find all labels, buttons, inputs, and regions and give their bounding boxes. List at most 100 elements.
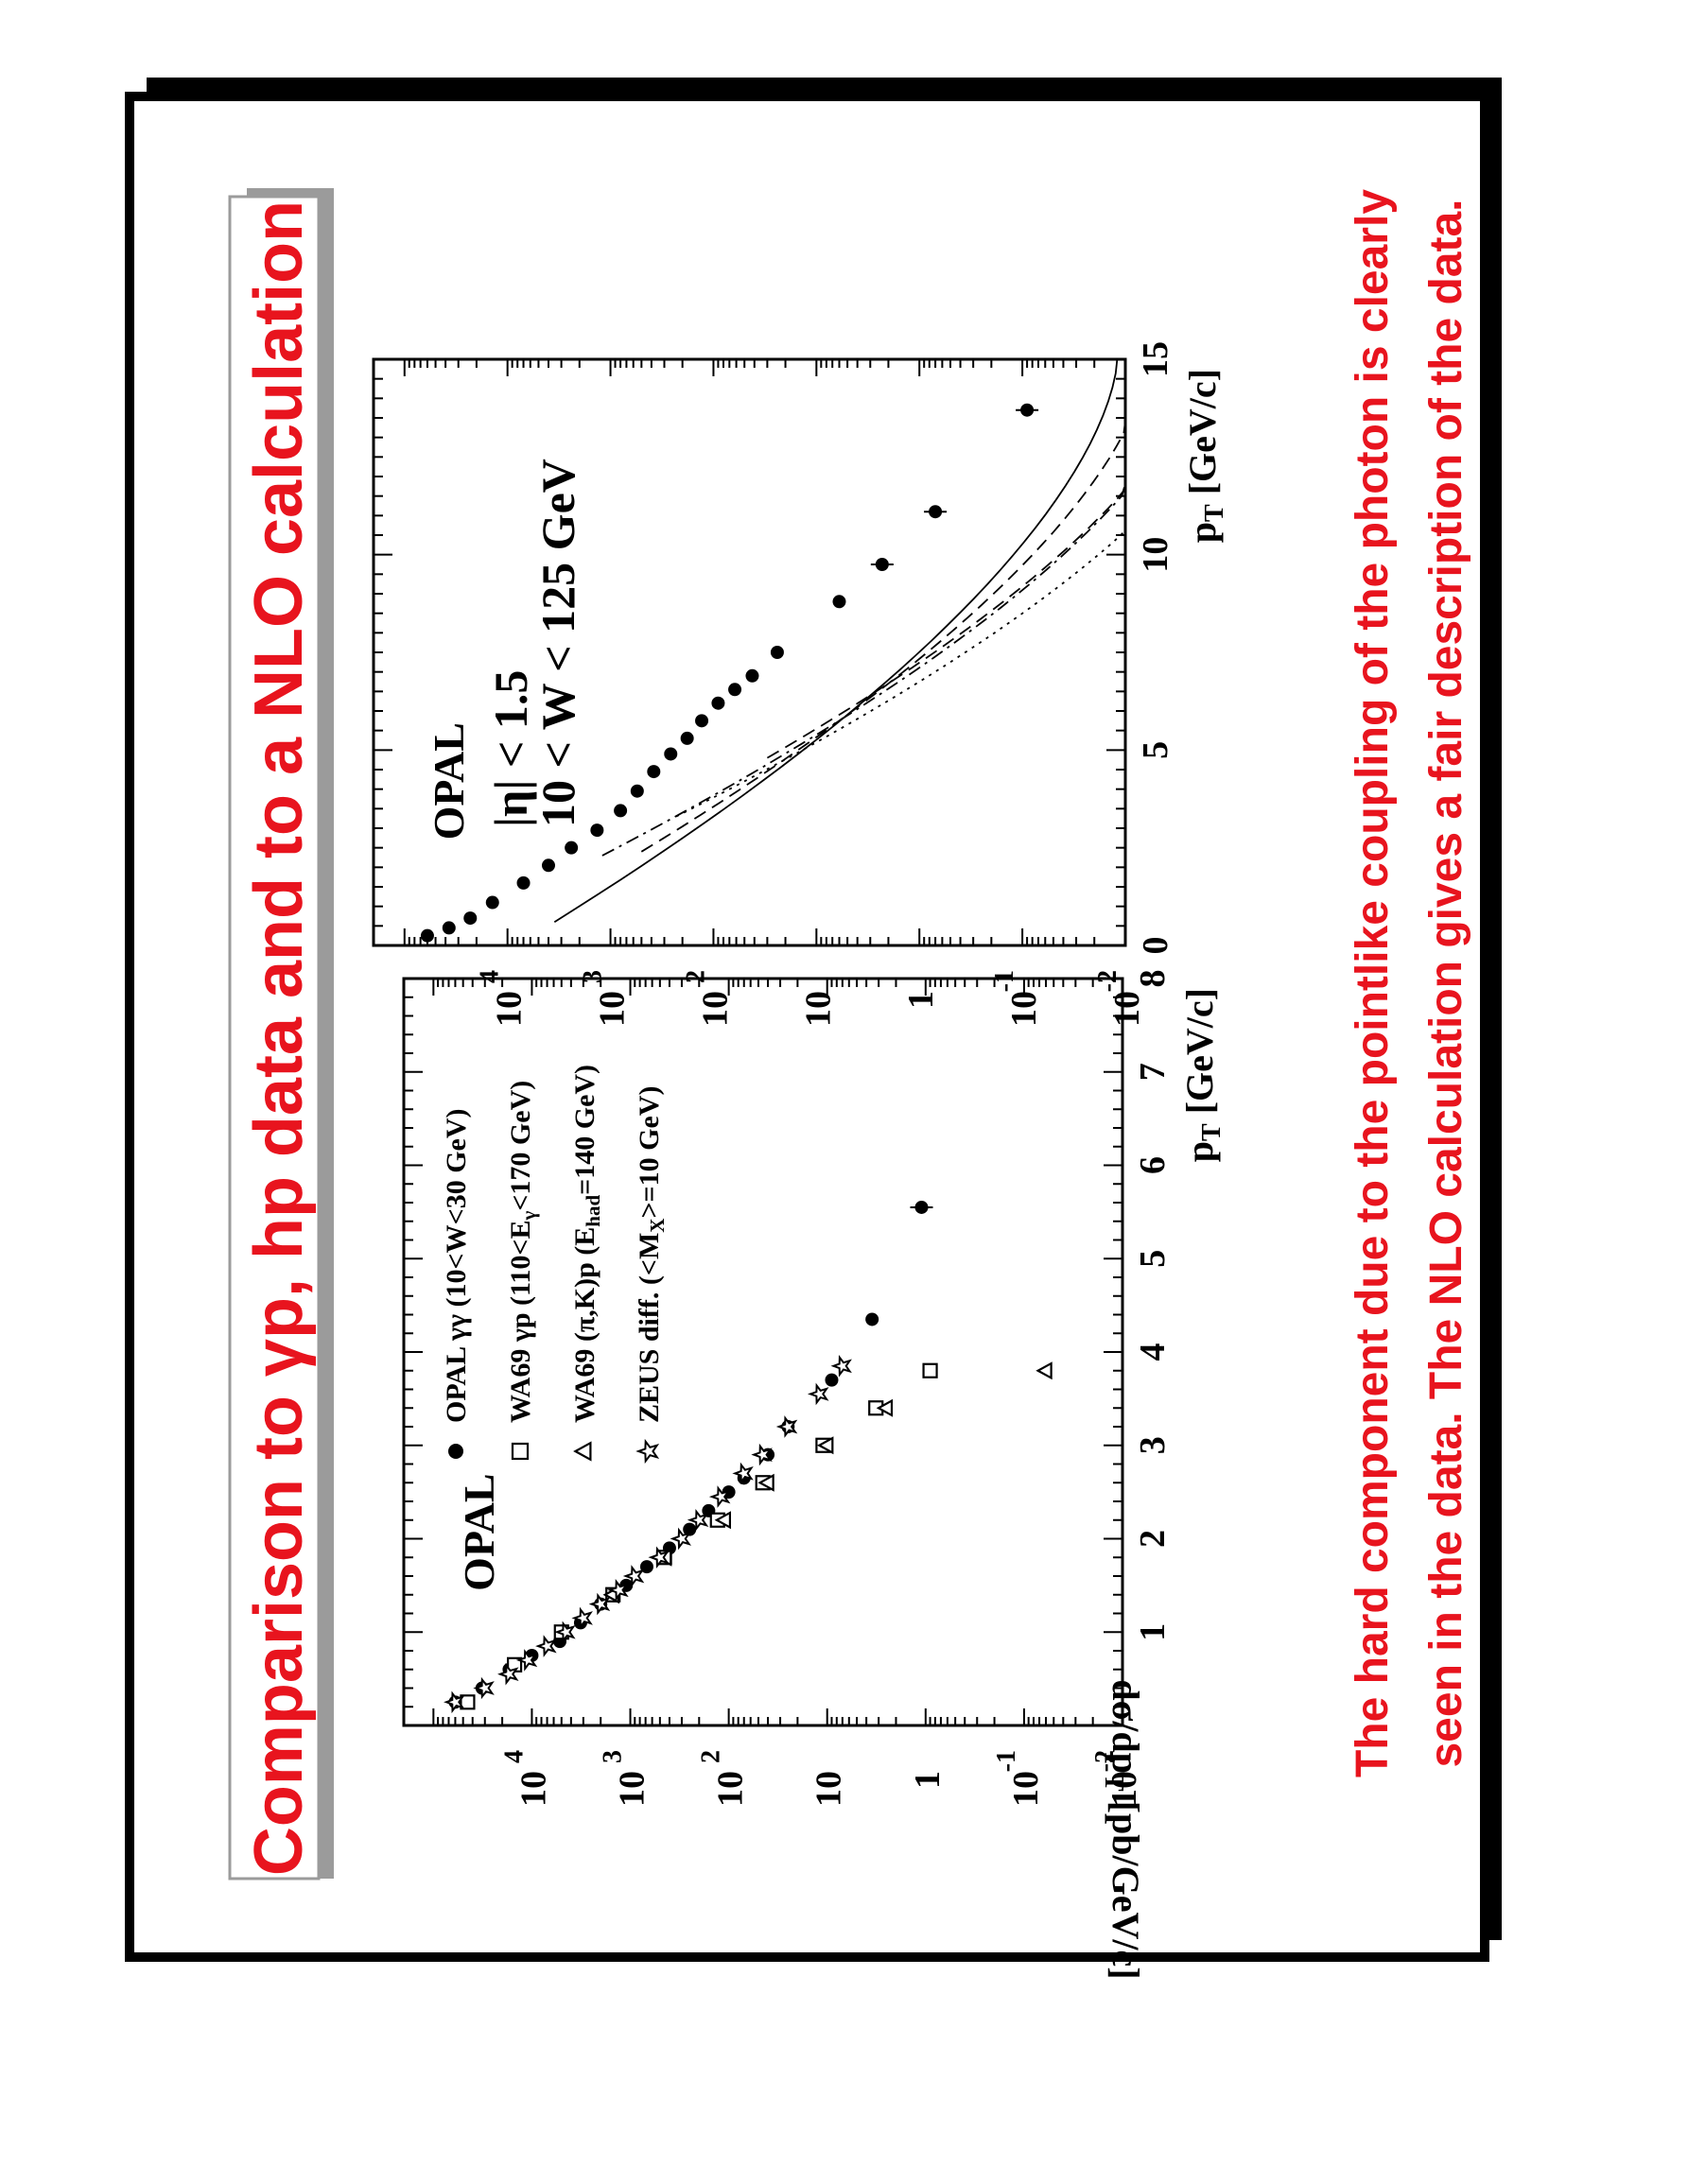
x-tick-label: 0 xyxy=(1136,937,1175,955)
triangle-point xyxy=(817,1436,834,1455)
circle-point xyxy=(695,714,709,728)
circle-point xyxy=(630,784,644,798)
star-point xyxy=(571,1606,593,1630)
circle-point xyxy=(541,858,555,873)
y-tick-label: 10 xyxy=(593,991,633,1027)
triangle-point xyxy=(714,1511,732,1530)
y-axis-label: dσ/dpT [pb/GeV/c] xyxy=(1099,1679,1147,1979)
star-point xyxy=(622,1565,645,1587)
legend-entry-1: OPAL γγ (10<W<30 GeV) xyxy=(441,1108,472,1423)
circle-point xyxy=(442,921,456,935)
y-tick-exponent: -2 xyxy=(1090,1750,1120,1772)
x-tick-label: 2 xyxy=(1133,1530,1173,1548)
x-tick-label: 6 xyxy=(1133,1156,1173,1174)
y-tick-exponent: 4 xyxy=(499,1750,529,1763)
circle-point xyxy=(825,1373,839,1387)
y-tick-label: 10 xyxy=(695,991,735,1027)
legend-marker-square xyxy=(511,1442,530,1461)
triangle-point xyxy=(1035,1361,1053,1380)
y-tick-label: 10 xyxy=(1105,1771,1144,1807)
x-tick-label: 3 xyxy=(1133,1436,1173,1454)
circle-point xyxy=(664,747,678,761)
star-point xyxy=(775,1415,798,1438)
y-tick-exponent: 4 xyxy=(476,970,505,983)
star-point xyxy=(648,1546,670,1569)
y-tick-label: 10 xyxy=(490,991,530,1027)
x-tick-label: 4 xyxy=(1133,1343,1173,1361)
circle-point xyxy=(683,1522,697,1536)
star-point xyxy=(497,1662,519,1686)
circle-point xyxy=(647,765,661,779)
y-tick-exponent: 2 xyxy=(681,970,710,983)
y-tick-exponent: 2 xyxy=(697,1750,726,1763)
circle-point xyxy=(420,928,434,943)
star-point xyxy=(687,1508,709,1532)
panel-label: OPAL xyxy=(425,722,473,840)
circle-point xyxy=(680,731,694,745)
cut-eta: |η| < 1.5 xyxy=(484,670,537,827)
y-tick-label: 1 xyxy=(908,1771,948,1789)
nlo-curve-dashed xyxy=(640,359,1126,853)
legend-entry-3: WA69 (π,K)p (Ehad=140 GeV) xyxy=(569,1065,604,1423)
slide-title: Comparison to γp, hp data and to a NLO c… xyxy=(241,200,317,1876)
y-tick-label: 10 xyxy=(513,1771,553,1807)
square-point xyxy=(922,1362,938,1378)
circle-point xyxy=(565,841,579,855)
x-tick-label: 8 xyxy=(1133,970,1173,988)
circle-point xyxy=(865,1312,879,1326)
y-tick-label: 10 xyxy=(809,1771,849,1807)
y-tick-label: 10 xyxy=(1006,1771,1046,1807)
y-tick-exponent: -2 xyxy=(1093,970,1122,992)
circle-point xyxy=(614,804,628,818)
star-point xyxy=(588,1592,611,1616)
circle-point xyxy=(516,875,531,890)
circle-point xyxy=(485,895,499,910)
y-tick-exponent: 3 xyxy=(599,1750,628,1763)
caption-line-1: The hard component due to the pointlike … xyxy=(1348,189,1398,1777)
x-axis-label: pT [GeV/c] xyxy=(1178,988,1227,1162)
circle-point xyxy=(832,595,846,609)
x-axis-label: pT [GeV/c] xyxy=(1181,369,1229,543)
x-tick-label: 1 xyxy=(1133,1623,1173,1641)
y-tick-label: 10 xyxy=(798,991,838,1027)
star-point xyxy=(554,1621,576,1644)
x-tick-label: 10 xyxy=(1136,537,1175,573)
triangle-point xyxy=(757,1473,774,1492)
square-point xyxy=(460,1694,476,1710)
nlo-curve-dashed xyxy=(766,359,1126,759)
y-tick-exponent: 3 xyxy=(579,970,608,983)
panel-label: OPAL xyxy=(455,1473,503,1590)
y-tick-label: 10 xyxy=(711,1771,751,1807)
star-point xyxy=(751,1443,773,1466)
star-point xyxy=(732,1462,754,1485)
nlo-curve-dotted xyxy=(675,359,1126,818)
star-point xyxy=(444,1690,465,1714)
legend-marker-circle xyxy=(448,1444,463,1459)
nlo-curve-solid xyxy=(553,358,1119,923)
star-point xyxy=(807,1382,829,1406)
y-tick-exponent: -1 xyxy=(992,1750,1021,1772)
cut-w: 10 < W < 125 GeV xyxy=(531,459,584,827)
x-tick-label: 15 xyxy=(1136,341,1175,377)
circle-point xyxy=(711,696,725,710)
circle-point xyxy=(745,668,759,683)
legend-entry-4: ZEUS diff. (<MX>=10 GeV) xyxy=(634,1086,669,1423)
star-point xyxy=(515,1649,538,1672)
y-tick-label: 10 xyxy=(1107,991,1147,1027)
y-tick-label: 1 xyxy=(901,991,941,1009)
y-tick-label: 10 xyxy=(613,1771,653,1807)
circle-point xyxy=(590,823,604,838)
title-box xyxy=(228,195,321,1881)
legend-marker-triangle xyxy=(573,1441,592,1462)
x-tick-label: 7 xyxy=(1133,1063,1173,1081)
star-point xyxy=(830,1354,852,1378)
star-point xyxy=(473,1676,495,1700)
caption-line-2: seen in the data. The NLO calculation gi… xyxy=(1421,199,1471,1767)
star-point xyxy=(708,1485,731,1508)
frame xyxy=(125,92,1489,1962)
x-tick-label: 5 xyxy=(1133,1250,1173,1268)
star-point xyxy=(607,1578,629,1602)
